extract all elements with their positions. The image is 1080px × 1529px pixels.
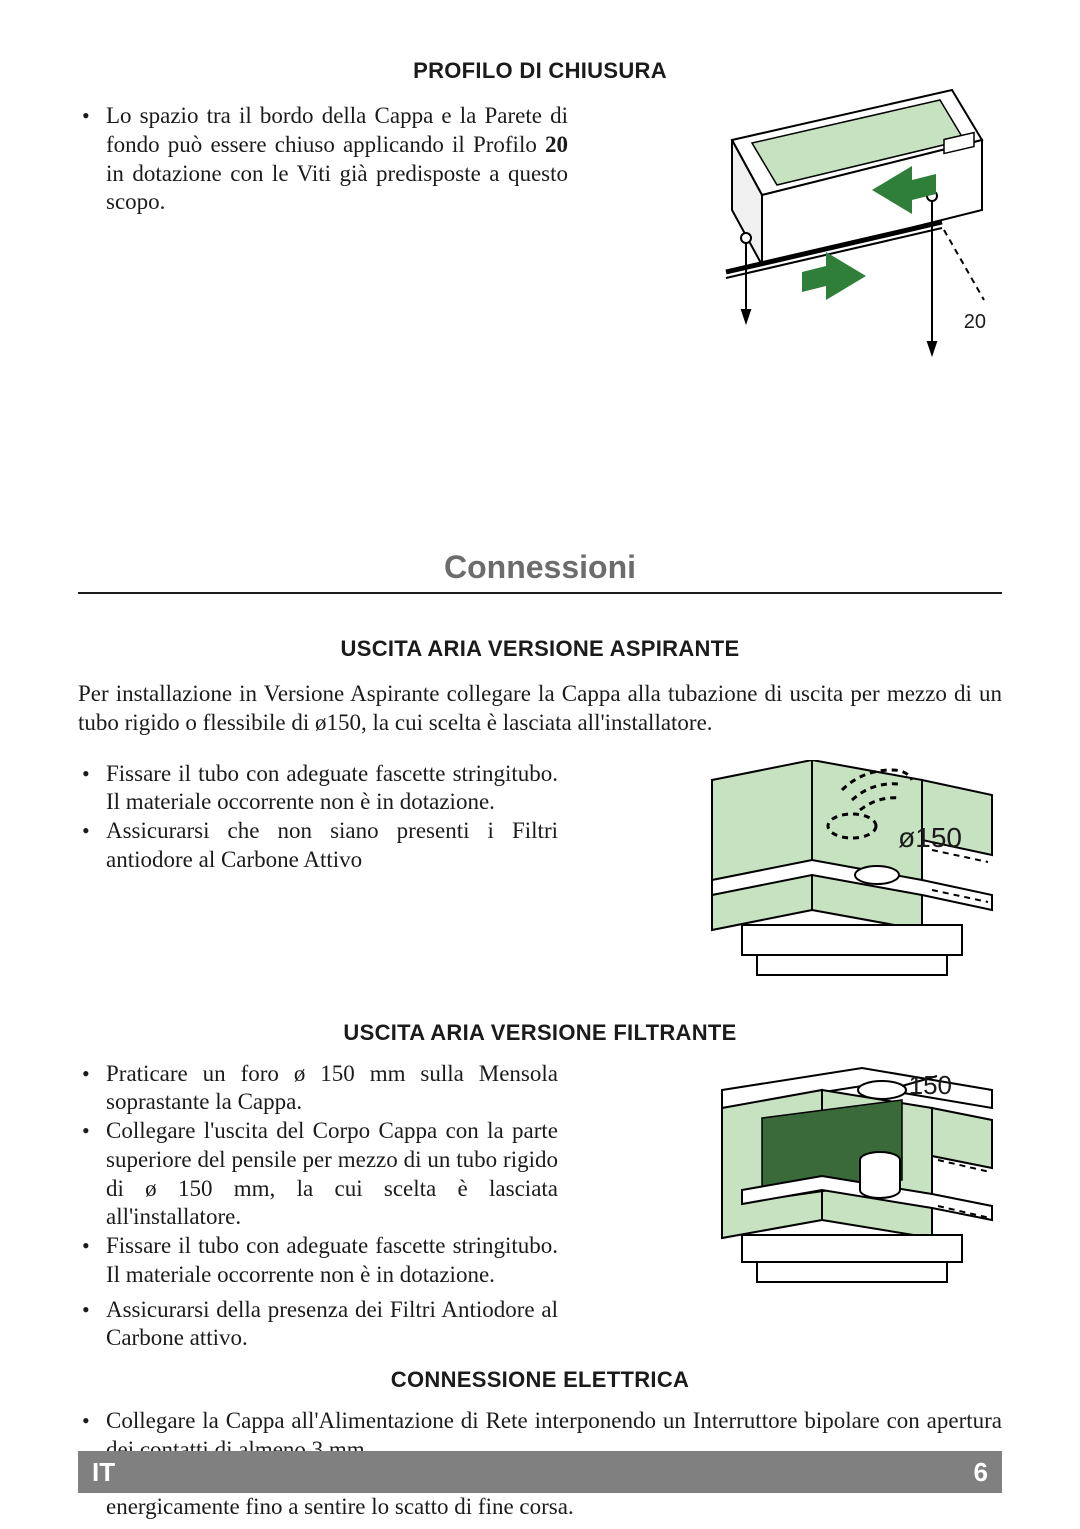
bullets-uscita-filtrante: Praticare un foro ø 150 mm sulla Mensola… [78,1060,558,1354]
figure-label-150: 150 [909,1070,952,1101]
figure-label-20: 20 [964,311,986,334]
bullets-profilo-chiusura: Lo spazio tra il bordo della Cappa e la … [78,102,568,217]
list-item: Lo spazio tra il bordo della Cappa e la … [102,102,568,217]
list-item: Fissare il tubo con adeguate fascette st… [102,760,558,818]
intro-uscita-aspirante: Per installazione in Versione Aspirante … [78,680,1002,738]
list-item: Collegare l'uscita del Corpo Cappa con l… [102,1117,558,1232]
footer-page-number: 6 [974,1457,988,1488]
footer-language: IT [92,1457,115,1488]
footer-bar: IT 6 [78,1451,1002,1493]
figure-filtrante: 150 [702,1060,1002,1310]
bullets-uscita-aspirante: Fissare il tubo con adeguate fascette st… [78,760,558,875]
figure-aspirante: ø150 [702,760,1002,1000]
divider [78,592,1002,594]
heading-uscita-filtrante: USCITA ARIA VERSIONE FILTRANTE [78,1020,1002,1046]
figure-closing-profile: 20 [682,80,1002,370]
figure-label-diam150: ø150 [898,822,962,854]
list-item: Fissare il tubo con adeguate fascette st… [102,1232,558,1290]
heading-connessione-elettrica: CONNESSIONE ELETTRICA [78,1367,1002,1393]
list-item: Assicurarsi che non siano presenti i Fil… [102,817,558,875]
list-item: Assicurarsi della presenza dei Filtri An… [102,1296,558,1354]
text: in dotazione con le Viti già predisposte… [106,161,568,215]
list-item: Praticare un foro ø 150 mm sulla Mensola… [102,1060,558,1118]
text-bold: 20 [545,132,568,157]
title-connessioni: Connessioni [78,549,1002,592]
heading-uscita-aspirante: USCITA ARIA VERSIONE ASPIRANTE [78,636,1002,662]
text: Lo spazio tra il bordo della Cappa e la … [106,103,568,157]
